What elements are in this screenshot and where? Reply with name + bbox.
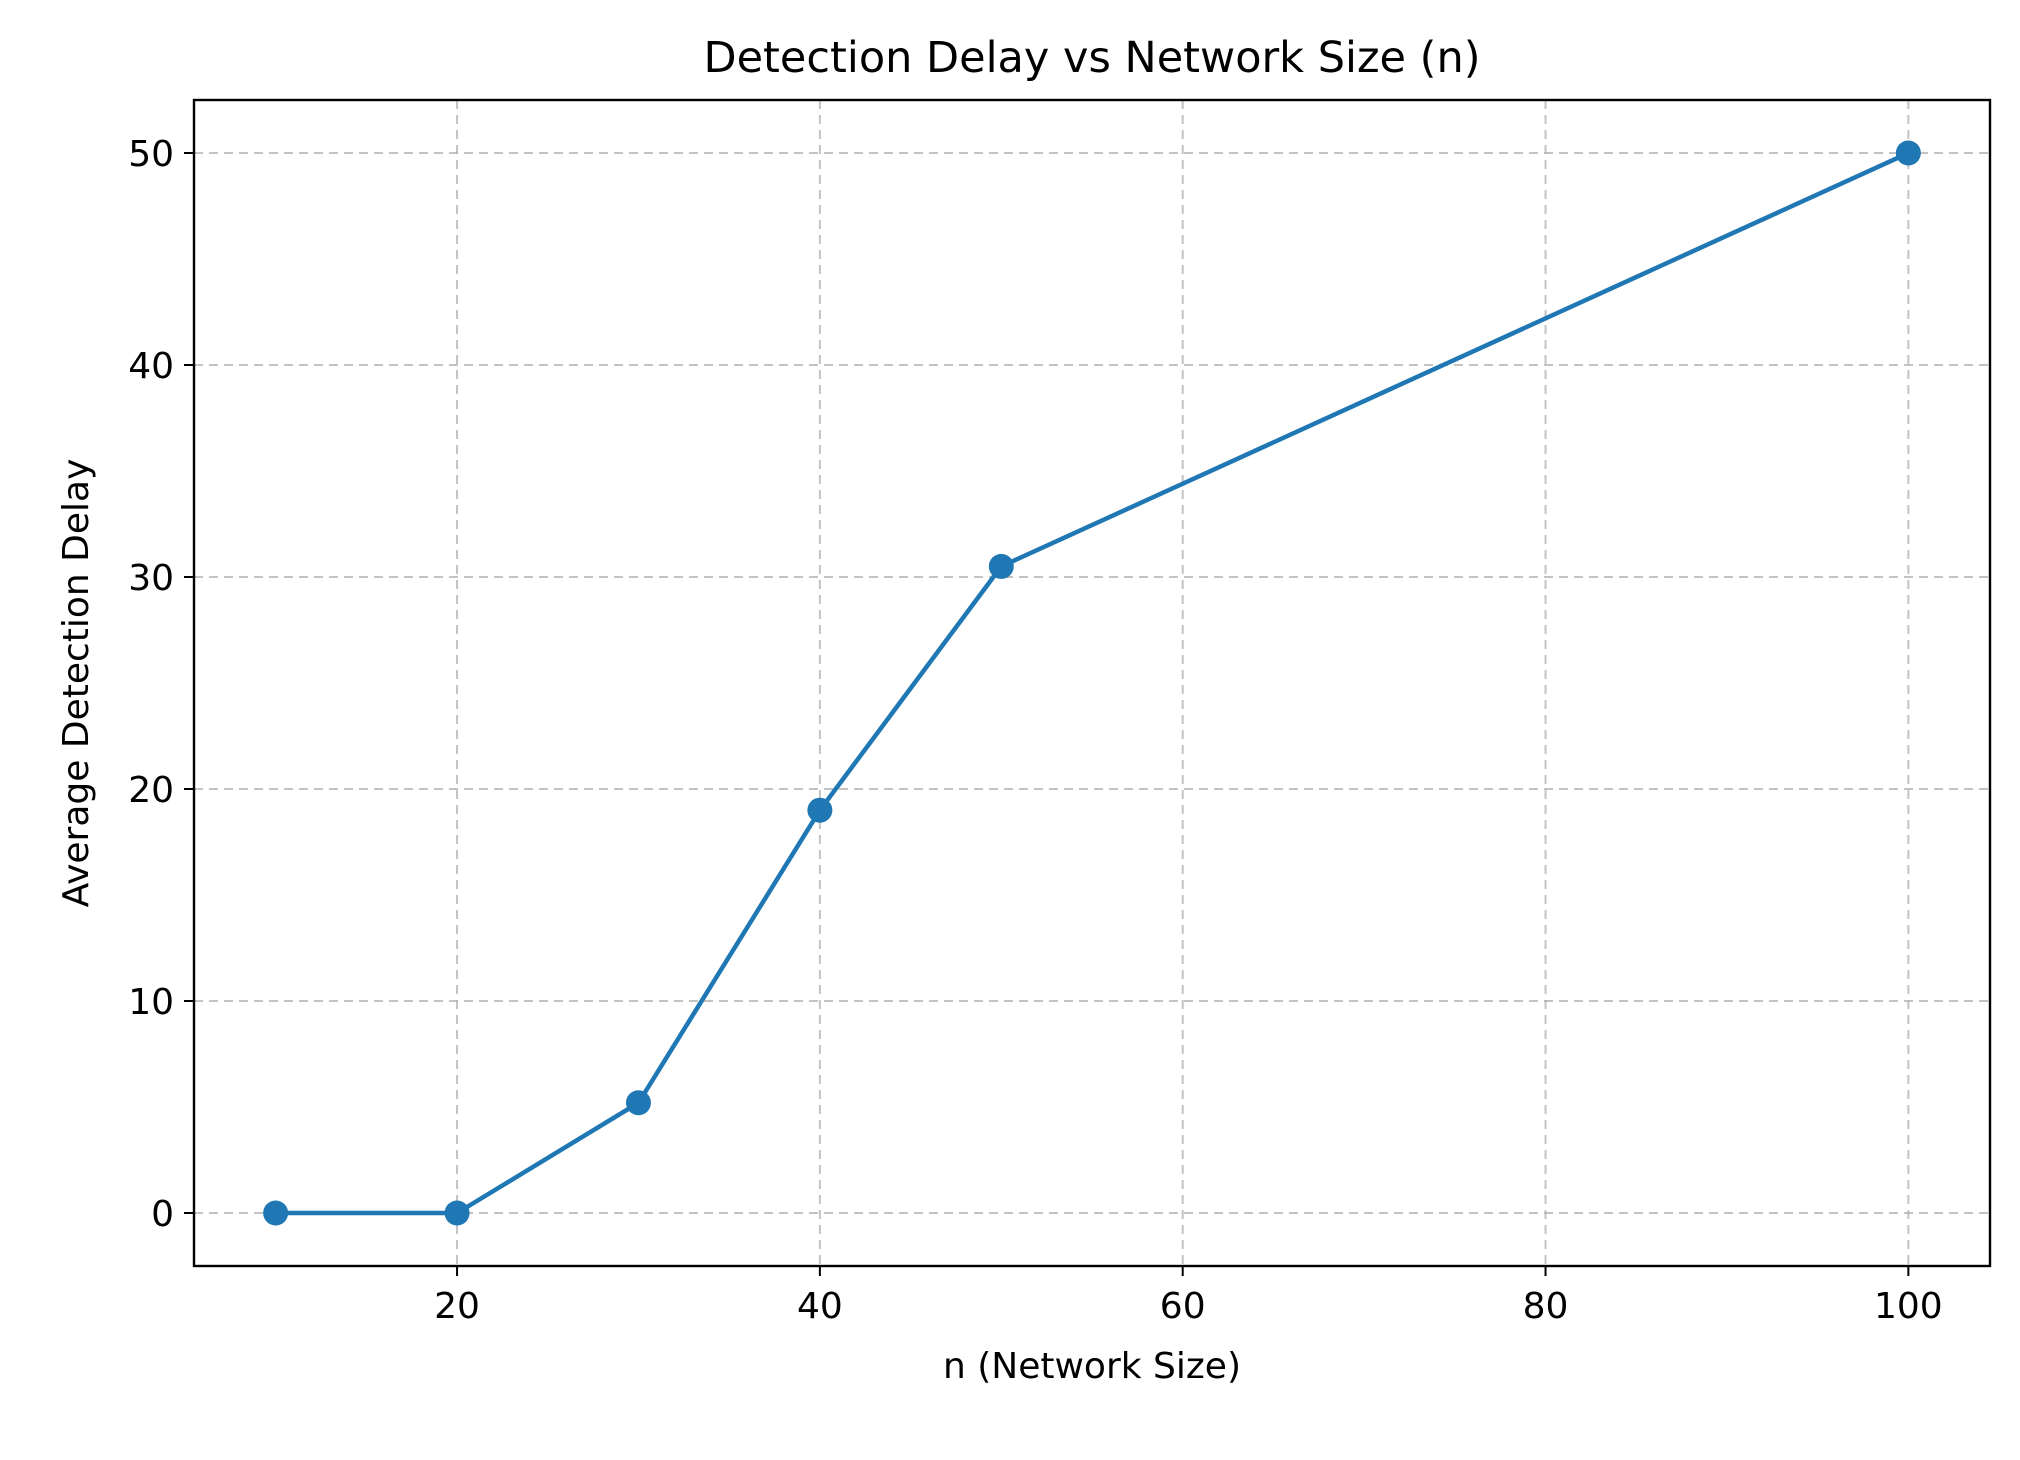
data-point	[1895, 140, 1921, 166]
data-point	[988, 553, 1014, 579]
data-points	[263, 140, 1921, 1226]
y-tick-label: 20	[128, 770, 174, 811]
x-axis-ticks: 20 40 60 80 100	[434, 1266, 1943, 1327]
x-tick-label: 60	[1160, 1286, 1206, 1327]
series-line	[273, 150, 1911, 1216]
data-point	[444, 1200, 470, 1226]
series-line-layer	[273, 150, 1911, 1216]
data-point	[625, 1090, 651, 1116]
data-point	[263, 1200, 289, 1226]
plot-frame	[192, 98, 1992, 1268]
x-tick-label: 80	[1523, 1286, 1569, 1327]
x-tick-label: 100	[1874, 1286, 1943, 1327]
x-tick-label: 40	[797, 1286, 843, 1327]
y-axis-ticks: 0 10 20 30 40 50	[128, 134, 194, 1235]
y-tick-label: 50	[128, 134, 174, 175]
y-tick-label: 10	[128, 982, 174, 1023]
chart-title: Detection Delay vs Network Size (n)	[703, 33, 1480, 83]
y-axis-label: Average Detection Delay	[56, 459, 97, 908]
y-tick-label: 30	[128, 558, 174, 599]
y-tick-label: 40	[128, 346, 174, 387]
y-tick-label: 0	[151, 1194, 174, 1235]
data-point	[807, 797, 833, 823]
x-tick-label: 20	[434, 1286, 480, 1327]
x-axis-label: n (Network Size)	[943, 1346, 1241, 1387]
